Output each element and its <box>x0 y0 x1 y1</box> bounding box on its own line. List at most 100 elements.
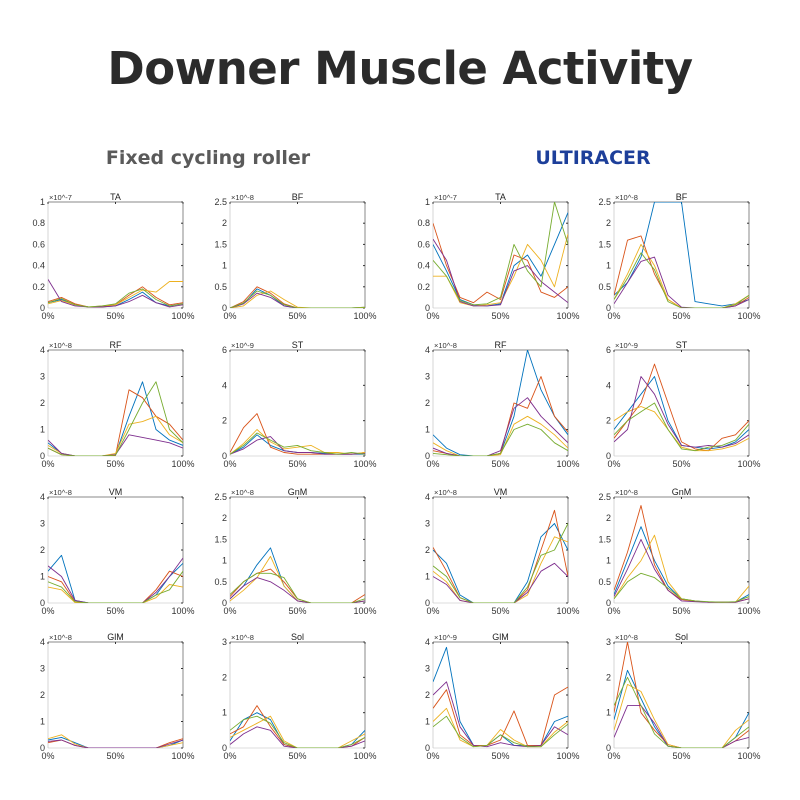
series-line <box>614 376 749 448</box>
subplot-title: Sol <box>291 632 304 642</box>
y-tick-label: 0.4 <box>417 261 430 271</box>
y-multiplier: ×10^-8 <box>49 488 72 497</box>
y-tick-label: 1 <box>425 717 430 727</box>
series-line <box>614 526 749 603</box>
y-tick-label: 6 <box>606 345 611 355</box>
series-line <box>230 292 365 308</box>
x-tick-label: 100% <box>737 606 760 616</box>
y-tick-label: 1 <box>40 197 45 207</box>
subplot-rf-fixed-roller: 0 1 2 3 4 0% 50% 100% ×10^-8 RF <box>40 340 195 469</box>
x-tick-label: 50% <box>288 606 306 616</box>
y-tick-label: 3 <box>222 637 227 647</box>
y-tick-label: 0.5 <box>598 577 611 587</box>
y-tick-label: 1 <box>425 425 430 435</box>
y-tick-label: 0.2 <box>32 282 45 292</box>
y-multiplier: ×10^-8 <box>49 341 72 350</box>
y-tick-label: 0 <box>222 598 227 608</box>
x-tick-label: 0% <box>41 459 54 469</box>
x-tick-label: 100% <box>353 311 376 321</box>
series-line <box>614 676 749 748</box>
y-tick-label: 0.5 <box>598 282 611 292</box>
y-tick-label: 0 <box>40 451 45 461</box>
series-line <box>230 290 365 308</box>
y-tick-label: 0 <box>222 303 227 313</box>
x-tick-label: 0% <box>223 459 236 469</box>
y-tick-label: 0 <box>606 743 611 753</box>
subplot-rf-ultiracer: 0 1 2 3 4 0% 50% 100% ×10^-8 RF <box>425 340 580 469</box>
x-tick-label: 0% <box>426 606 439 616</box>
y-tick-label: 2.5 <box>598 197 611 207</box>
subplot-title: TA <box>495 192 506 202</box>
y-tick-label: 1 <box>425 572 430 582</box>
x-tick-label: 100% <box>171 751 194 761</box>
subplot-sol-ultiracer: 0 1 2 3 0% 50% 100% ×10^-8 Sol <box>606 632 761 761</box>
y-tick-label: 0 <box>40 598 45 608</box>
series-line <box>48 415 183 456</box>
series-line <box>230 715 365 748</box>
series-line <box>433 233 568 307</box>
subplot-st-ultiracer: 0 2 4 6 0% 50% 100% ×10^-9 ST <box>606 340 761 469</box>
x-tick-label: 0% <box>223 311 236 321</box>
y-tick-label: 3 <box>425 664 430 674</box>
y-tick-label: 4 <box>40 492 45 502</box>
y-tick-label: 0.8 <box>32 218 45 228</box>
subplot-vm-ultiracer: 0 1 2 3 4 0% 50% 100% ×10^-8 VM <box>425 487 580 616</box>
y-tick-label: 4 <box>40 637 45 647</box>
series-line <box>230 413 365 455</box>
series-group <box>230 547 365 603</box>
x-tick-label: 50% <box>672 606 690 616</box>
series-line <box>614 202 749 307</box>
series-group <box>230 705 365 748</box>
series-line <box>230 290 365 308</box>
x-tick-label: 50% <box>288 751 306 761</box>
subplot-title: GnM <box>288 487 308 497</box>
series-line <box>433 376 568 456</box>
series-line <box>433 397 568 456</box>
series-line <box>433 523 568 603</box>
series-line <box>230 547 365 603</box>
subplot-glm-fixed-roller: 0 1 2 3 4 0% 50% 100% ×10^-8 GlM <box>40 632 195 761</box>
series-line <box>614 534 749 603</box>
y-tick-label: 3 <box>606 637 611 647</box>
subplot-st-fixed-roller: 0 2 4 6 0% 50% 100% ×10^-9 ST <box>222 340 377 469</box>
series-line <box>433 536 568 603</box>
x-tick-label: 50% <box>491 459 509 469</box>
x-tick-label: 100% <box>556 751 579 761</box>
x-tick-label: 50% <box>491 606 509 616</box>
y-tick-label: 3 <box>425 519 430 529</box>
y-tick-label: 1 <box>40 572 45 582</box>
y-tick-label: 3 <box>40 372 45 382</box>
series-group <box>433 202 568 307</box>
series-group <box>433 350 568 456</box>
subplot-title: GlM <box>492 632 509 642</box>
x-tick-label: 0% <box>223 606 236 616</box>
series-line <box>433 212 568 307</box>
y-tick-label: 0.2 <box>417 282 430 292</box>
series-line <box>230 429 365 455</box>
y-multiplier: ×10^-9 <box>615 341 638 350</box>
series-line <box>48 739 183 748</box>
y-tick-label: 0 <box>40 303 45 313</box>
y-tick-label: 0.5 <box>214 577 227 587</box>
x-tick-label: 50% <box>106 459 124 469</box>
x-tick-label: 0% <box>607 751 620 761</box>
y-tick-label: 3 <box>425 372 430 382</box>
y-tick-label: 3 <box>40 664 45 674</box>
y-tick-label: 1 <box>606 261 611 271</box>
subplot-title: VM <box>109 487 123 497</box>
x-tick-label: 100% <box>171 311 194 321</box>
subplot-title: BF <box>676 192 688 202</box>
x-tick-label: 50% <box>672 311 690 321</box>
group-title-fixed-roller: Fixed cycling roller <box>105 147 311 169</box>
series-group <box>230 413 365 455</box>
y-tick-label: 2 <box>606 513 611 523</box>
y-tick-label: 1.5 <box>598 239 611 249</box>
series-group <box>614 505 749 603</box>
series-line <box>48 381 183 456</box>
y-tick-label: 1 <box>425 197 430 207</box>
x-tick-label: 100% <box>171 459 194 469</box>
series-line <box>614 252 749 308</box>
subplot-title: GnM <box>672 487 692 497</box>
